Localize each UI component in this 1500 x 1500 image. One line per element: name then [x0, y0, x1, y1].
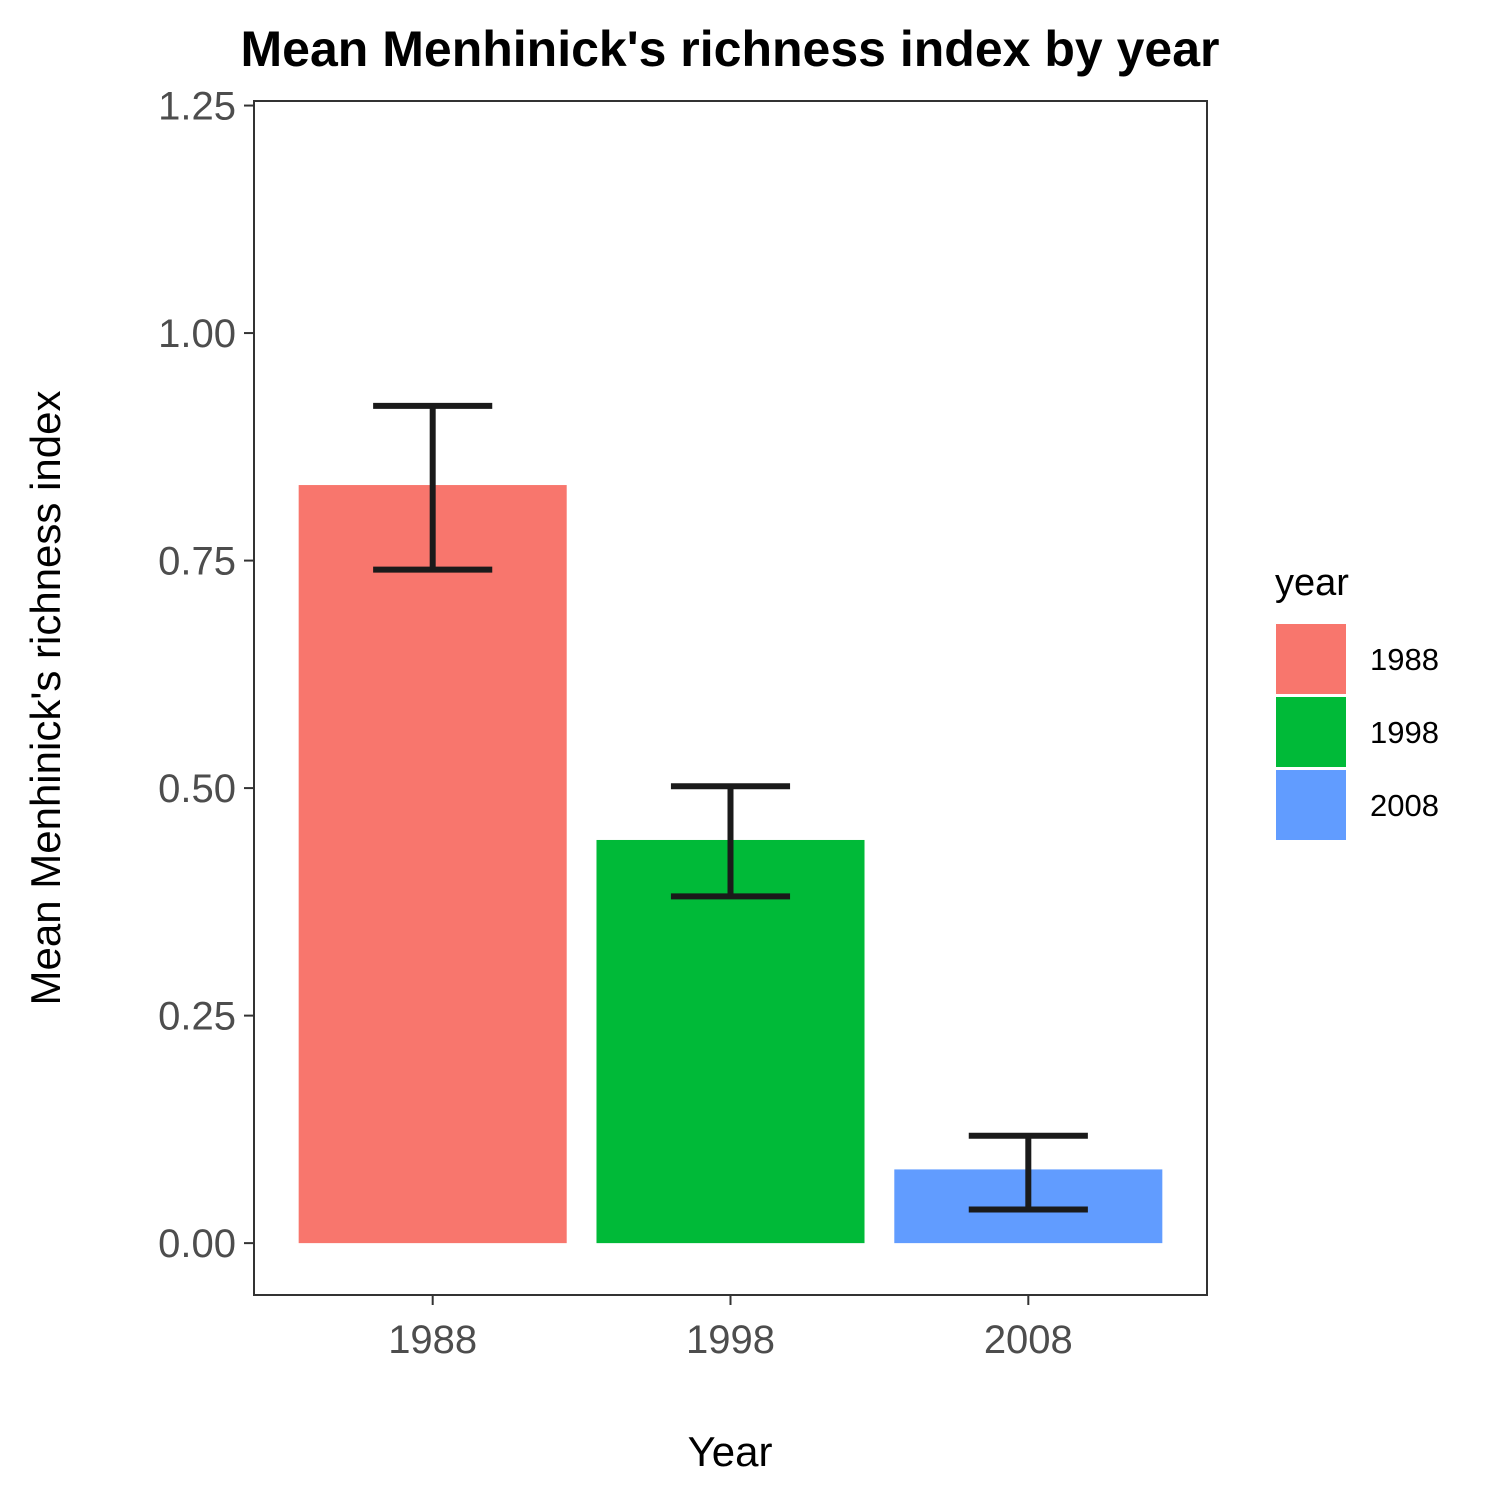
y-axis-title: Mean Menhinick's richness index	[22, 391, 69, 1006]
error-bar-1988	[373, 402, 493, 573]
y-tick-label: 1.25	[158, 85, 236, 129]
error-bar-1998	[670, 783, 791, 900]
legend-key-1998	[1276, 697, 1346, 767]
x-tick-label-1988: 1988	[388, 1318, 477, 1362]
legend: year 1988 1998 2008	[1275, 562, 1439, 840]
chart-title: Mean Menhinick's richness index by year	[241, 21, 1220, 77]
legend-label-2008: 2008	[1370, 788, 1439, 823]
bar-1988	[298, 485, 567, 1244]
y-tick-label: 0.00	[158, 1222, 236, 1266]
legend-key-1988	[1276, 624, 1346, 694]
legend-title: year	[1275, 562, 1349, 604]
legend-items: 1988 1998 2008	[1276, 624, 1439, 840]
error-bar-2008	[968, 1132, 1088, 1213]
y-tick-label: 0.50	[158, 767, 236, 811]
y-tick-label: 0.25	[158, 995, 236, 1039]
bar-1998	[596, 839, 865, 1244]
legend-label-1988: 1988	[1370, 642, 1439, 677]
y-tick-label: 1.00	[158, 312, 236, 356]
error-bars-layer	[373, 402, 1088, 1213]
legend-label-1998: 1998	[1370, 715, 1439, 750]
y-tick-label: 0.75	[158, 540, 236, 584]
bars-layer	[298, 485, 1163, 1244]
x-axis-title: Year	[688, 1428, 773, 1475]
legend-key-2008	[1276, 770, 1346, 840]
x-tick-label-1998: 1998	[686, 1318, 775, 1362]
x-tick-label-2008: 2008	[984, 1318, 1073, 1362]
y-axis: 0.00 0.25 0.50 0.75 1.00 1.25	[158, 85, 254, 1266]
x-axis: 1988 1998 2008	[388, 1295, 1073, 1362]
